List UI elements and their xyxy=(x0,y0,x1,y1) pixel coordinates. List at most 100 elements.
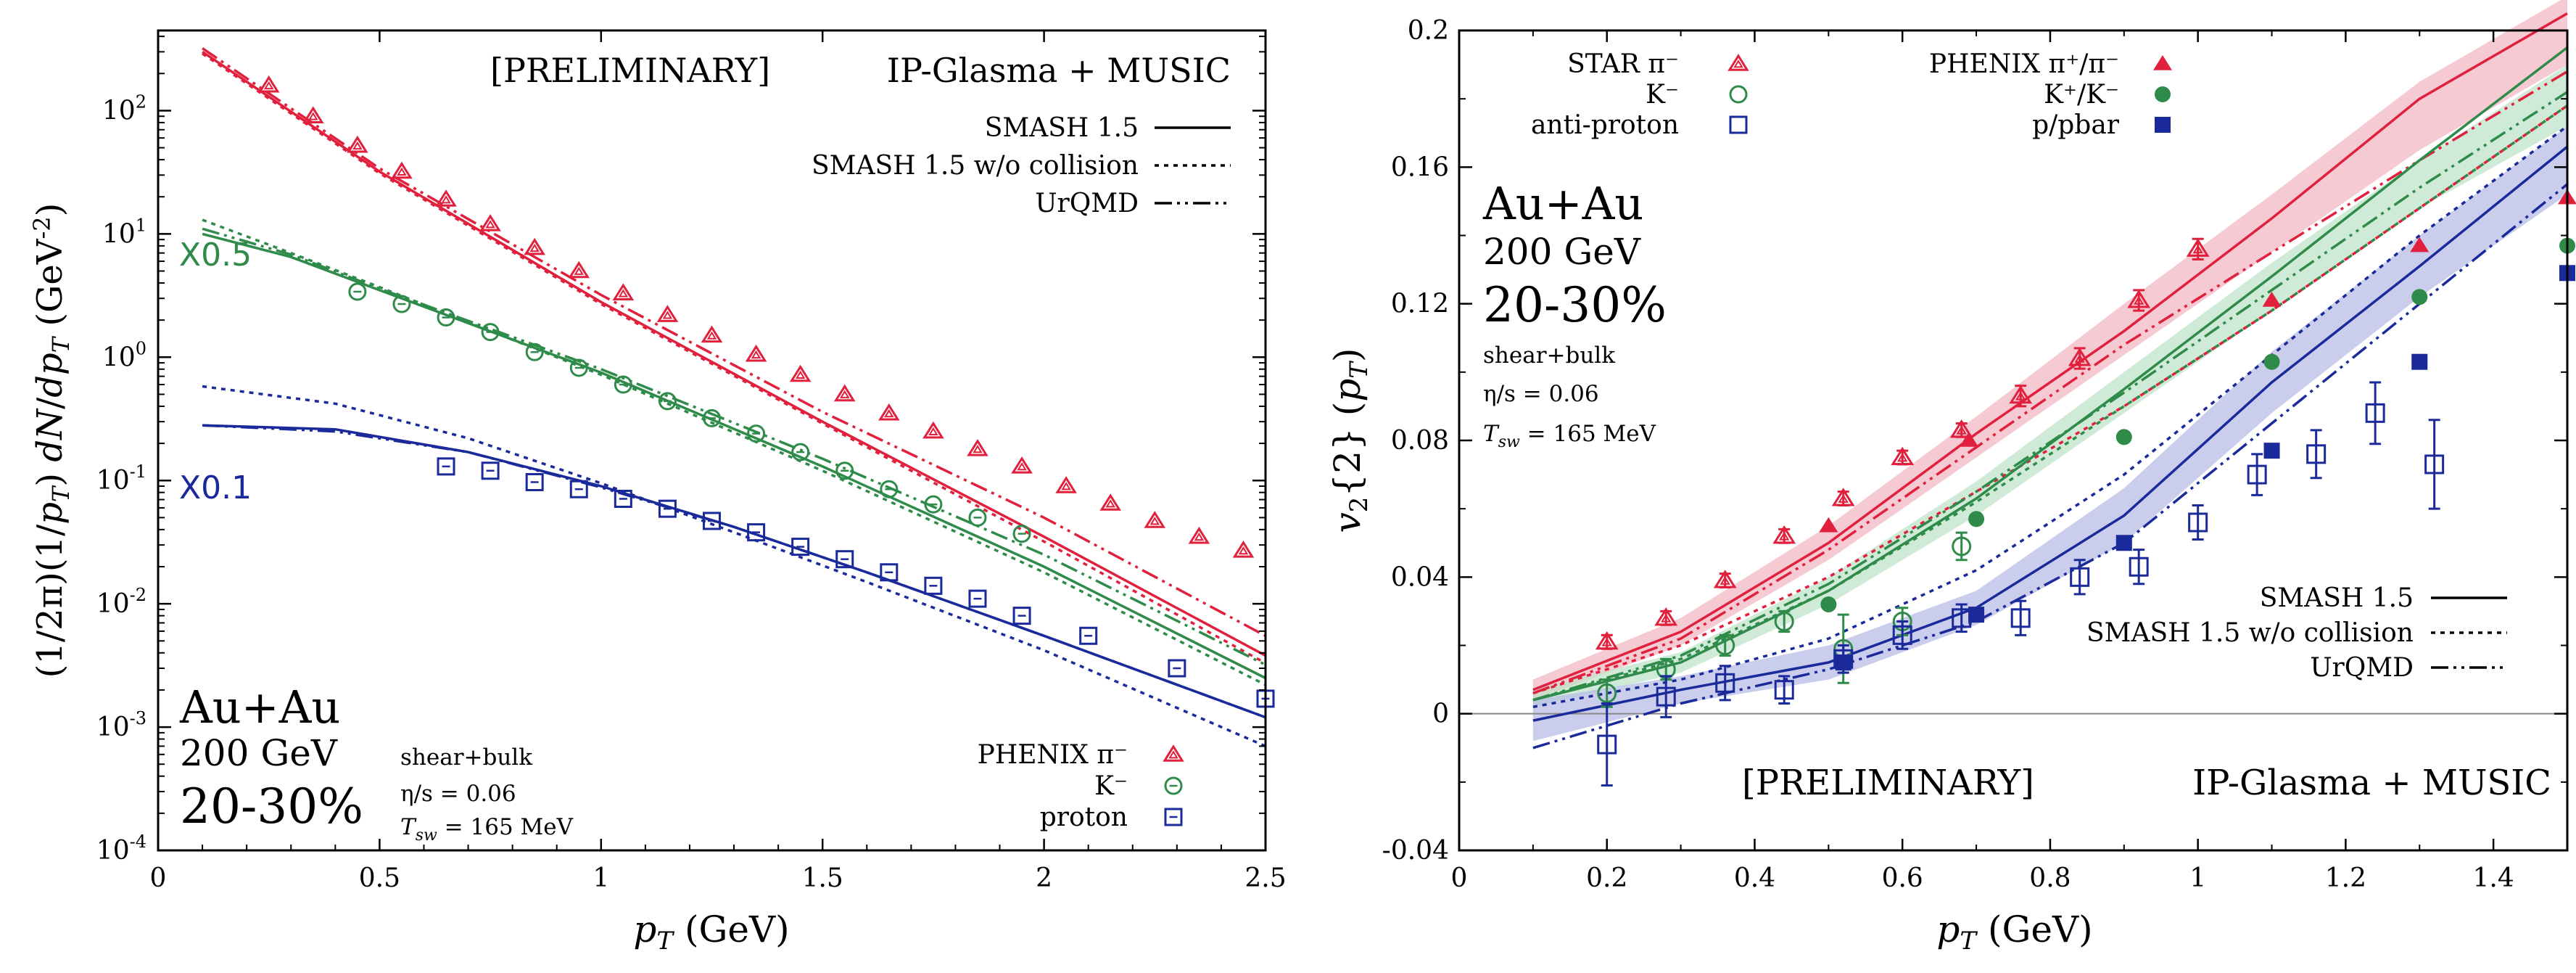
legend-smash: SMASH 1.5 xyxy=(985,113,1139,143)
spectra-point-k xyxy=(703,409,721,427)
v2-phenix-point-pi xyxy=(2410,237,2430,253)
v2-legend-star-marker-pi xyxy=(1727,54,1749,71)
spectra-point-pi-inner xyxy=(973,445,983,453)
spectra-point-pi xyxy=(745,344,767,362)
spectra-point-pi-inner xyxy=(352,141,363,150)
spectra-point-pi-inner xyxy=(662,311,673,319)
v2-model-line-p-dashdot xyxy=(1532,183,2569,750)
legend-phenix-pbar: p/pbar xyxy=(2032,110,2120,140)
spectra-point-pi-inner xyxy=(840,390,850,398)
spectra-point-pi-inner xyxy=(441,195,451,204)
spectra-point-p xyxy=(835,550,854,569)
spectra-point-pi xyxy=(701,325,723,343)
v2-star-point-p xyxy=(1715,673,1735,693)
spectra-point-pi-inner xyxy=(263,81,274,90)
spectra-model-line-pi-dashed xyxy=(202,52,1266,665)
spectra-point-k xyxy=(747,424,766,443)
spectra-model-line-k-dashed xyxy=(202,218,1266,686)
spectra-xtick-label: 1.5 xyxy=(802,863,843,893)
spectra-point-pi-inner xyxy=(529,243,540,253)
spectra-point-pi xyxy=(524,237,545,255)
spectra-point-k xyxy=(525,342,544,361)
spectra-point-pi xyxy=(435,189,457,207)
spectra-chart: 0 0.5 1 1.5 2 2.5 10-4 10-3 10-2 10-1 100 101 102 [P… xyxy=(28,29,1287,956)
v2-legend-urqmd: UrQMD xyxy=(2310,653,2414,683)
v2-xtick-label: 0 xyxy=(1451,863,1468,893)
legend-star-p: anti-proton xyxy=(1531,110,1679,140)
spectra-point-p xyxy=(614,490,632,509)
spectra-model-line-k-solid xyxy=(202,232,1266,680)
spectra-point-p xyxy=(1079,626,1098,645)
v2-phenix-point-pi xyxy=(1959,432,1978,447)
legend-phenix-k-ratio: K⁺/K⁻ xyxy=(2044,80,2119,110)
spectra-point-pi xyxy=(878,403,900,421)
spectra-xtick-label: 1 xyxy=(593,863,609,893)
spectra-point-pi xyxy=(967,439,988,456)
spectra-point-p xyxy=(880,563,899,582)
v2-legend-star-marker-k xyxy=(1729,85,1748,104)
spectra-point-p xyxy=(658,499,677,518)
v2-star-point-pi xyxy=(1595,631,1619,650)
v2-energy: 200 GeV xyxy=(1483,231,1641,273)
v2-ytick-label: 0.12 xyxy=(1391,290,1449,319)
v2-model-line-p-solid xyxy=(1532,145,2569,722)
v2-star-point-k xyxy=(1597,683,1617,703)
v2-star-point-pi-inner xyxy=(1779,531,1790,541)
v2-ylabel: v2{2} (pT) xyxy=(1326,348,1374,533)
spectra-ytick-label: 10-3 xyxy=(96,708,146,742)
spectra-point-pi-inner xyxy=(574,266,584,275)
spectra-point-pi-inner xyxy=(795,370,806,379)
spectra-xtick-label: 2 xyxy=(1036,863,1052,893)
spectra-point-pi-inner xyxy=(928,427,938,436)
legend-marker-p xyxy=(1164,808,1183,826)
spectra-preliminary-label: [PRELIMINARY] xyxy=(490,51,770,90)
spectra-point-pi xyxy=(922,421,944,439)
v2-xtick-label: 0.2 xyxy=(1586,863,1627,893)
v2-phenix-point-k xyxy=(2263,353,2280,370)
v2-visc: shear+bulk xyxy=(1483,342,1615,369)
legend-marker-pi xyxy=(1163,744,1184,762)
v2-phenix-point-p xyxy=(2115,535,2132,551)
spectra-model-line-p-dashed xyxy=(202,385,1266,748)
v2-legend-phenix-marker-pi xyxy=(2152,55,2173,70)
spectra-point-k xyxy=(658,392,677,411)
spectra-model-label: IP-Glasma + MUSIC xyxy=(887,51,1231,90)
spectra-point-pi xyxy=(1099,493,1122,511)
spectra-system: Au+Au xyxy=(179,681,340,734)
spectra-xtick-label: 0.5 xyxy=(359,863,400,893)
v2-model-line-pi-dashed xyxy=(1532,104,2568,695)
spectra-point-pi xyxy=(568,260,590,279)
legend-phenix-pi-ratio: PHENIX π⁺/π⁻ xyxy=(1929,49,2119,79)
v2-star-point-p xyxy=(2424,454,2445,475)
spectra-point-p xyxy=(569,480,588,498)
spectra-point-p xyxy=(924,576,943,595)
spectra-ytick-label: 10-1 xyxy=(96,461,146,496)
v2-xlabel: pT (GeV) xyxy=(1936,908,2092,956)
v2-star-point-pi-inner xyxy=(2134,295,2144,305)
spectra-point-k xyxy=(614,375,632,394)
spectra-point-k xyxy=(968,508,987,527)
v2-star-point-pi xyxy=(1831,488,1855,506)
spectra-model-legend: SMASH 1.5 SMASH 1.5 w/o collision UrQMD xyxy=(812,113,1231,218)
v2-phenix-point-k xyxy=(1820,596,1837,612)
spectra-point-k xyxy=(791,443,810,461)
spectra-xtick-label: 0 xyxy=(150,863,167,893)
v2-plot-frame xyxy=(1458,29,2569,852)
spectra-point-pi xyxy=(612,283,635,300)
spectra-etas: η/s = 0.06 xyxy=(400,781,516,807)
spectra-ytick-label: 10-4 xyxy=(96,832,146,866)
v2-xtick-label: 1.4 xyxy=(2473,863,2514,893)
v2-star-point-pi xyxy=(1654,607,1678,626)
v2-star-point-p xyxy=(1597,734,1617,755)
v2-star-point-p xyxy=(2129,557,2149,577)
v2-chart: 0 0.2 0.4 0.6 0.8 1 1.2 1.4-0.0400.040.080.120.… xyxy=(1326,0,2576,956)
spectra-point-pi xyxy=(1055,476,1077,493)
v2-xtick-label: 0.4 xyxy=(1734,863,1775,893)
v2-star-point-pi-inner xyxy=(1956,425,1967,435)
v2-star-point-pi xyxy=(2127,290,2151,308)
spectra-point-pi xyxy=(479,214,501,231)
spectra-point-k xyxy=(481,323,500,342)
spectra-data-legend: PHENIX π⁻ K⁻ proton xyxy=(978,740,1184,832)
legend-marker-k xyxy=(1164,776,1183,795)
v2-system: Au+Au xyxy=(1482,177,1643,230)
